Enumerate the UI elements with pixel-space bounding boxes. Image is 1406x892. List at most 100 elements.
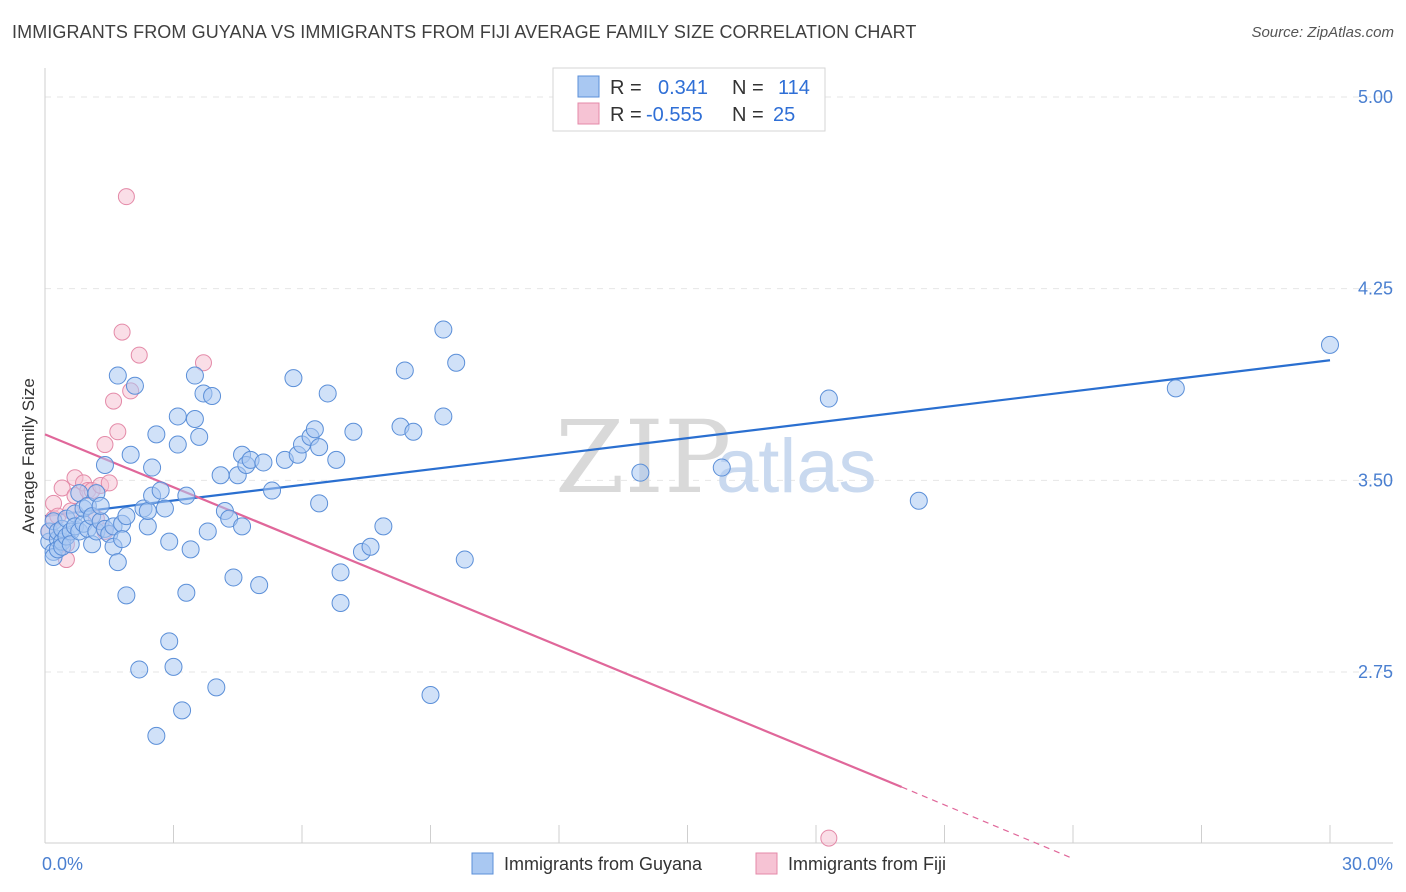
guyana-point	[211, 466, 230, 485]
legend-r-label-guyana: R =	[610, 77, 642, 99]
guyana-point	[160, 632, 179, 651]
guyana-point	[233, 517, 252, 536]
source-label: Source: ZipAtlas.com	[1251, 24, 1394, 41]
guyana-point	[447, 353, 466, 372]
guyana-point	[455, 550, 474, 569]
guyana-point	[125, 376, 144, 395]
guyana-points	[40, 320, 1339, 745]
guyana-point	[327, 450, 346, 469]
correlation-legend: R = 0.341 N = 114 R = -0.555 N = 25	[552, 67, 826, 132]
guyana-point	[61, 535, 80, 554]
legend-swatch-guyana	[577, 75, 600, 98]
fiji-point	[100, 474, 118, 492]
guyana-point	[138, 502, 157, 520]
guyana-point	[361, 537, 380, 556]
guyana-point	[310, 494, 329, 513]
watermark-atlas: atlas	[716, 424, 877, 509]
grid-lines	[45, 96, 1393, 673]
guyana-point	[284, 369, 303, 388]
guyana-point	[164, 657, 183, 676]
guyana-point	[207, 678, 226, 697]
x-tick-label-min: 0.0%	[42, 854, 83, 874]
guyana-point	[138, 517, 157, 536]
legend-n-label-guyana: N =	[732, 77, 764, 99]
legend-n-value-guyana: 114	[778, 77, 810, 99]
trend-line-fiji-extension	[901, 786, 1074, 860]
guyana-point	[318, 384, 337, 403]
guyana-point	[434, 320, 453, 339]
guyana-point	[113, 530, 132, 549]
guyana-point	[181, 540, 200, 559]
guyana-point	[177, 583, 196, 602]
series-label-guyana: Immigrants from Guyana	[504, 854, 703, 874]
guyana-point	[1321, 335, 1339, 354]
guyana-point	[421, 686, 440, 704]
guyana-point	[631, 463, 650, 482]
guyana-point	[173, 701, 192, 720]
guyana-point	[331, 594, 350, 612]
guyana-point	[203, 387, 222, 405]
guyana-point	[95, 456, 114, 474]
guyana-point	[434, 407, 453, 426]
chart-title: IMMIGRANTS FROM GUYANA VS IMMIGRANTS FRO…	[12, 22, 917, 42]
guyana-point	[224, 568, 243, 587]
y-axis-label: Average Family Size	[19, 378, 38, 534]
fiji-point	[130, 346, 148, 364]
guyana-point	[91, 496, 110, 515]
guyana-point	[263, 481, 282, 500]
guyana-point	[909, 491, 928, 510]
fiji-point	[96, 436, 114, 454]
guyana-point	[155, 499, 174, 518]
x-tick-label-max: 30.0%	[1342, 854, 1393, 874]
guyana-point	[151, 481, 170, 500]
legend-n-value-fiji: 25	[773, 104, 795, 126]
guyana-point	[819, 389, 838, 408]
guyana-point	[344, 422, 363, 441]
guyana-point	[130, 660, 149, 679]
trend-line-guyana	[44, 359, 1331, 518]
guyana-point	[1166, 379, 1185, 398]
guyana-point	[117, 586, 136, 605]
fiji-point	[113, 323, 131, 341]
fiji-point	[109, 423, 127, 441]
y-tick-labels: 2.75 3.50 4.25 5.00	[1358, 87, 1393, 682]
fiji-point	[53, 479, 71, 497]
fiji-point	[194, 354, 212, 372]
y-tick-label-2: 4.25	[1358, 279, 1393, 299]
guyana-point	[331, 563, 350, 582]
fiji-point	[117, 188, 135, 206]
guyana-point	[185, 366, 204, 385]
guyana-point	[404, 422, 423, 441]
guyana-point	[121, 445, 140, 464]
watermark-zip: ZIP	[555, 399, 731, 516]
guyana-point	[185, 410, 204, 428]
guyana-point	[147, 726, 166, 745]
guyana-point	[143, 458, 162, 477]
guyana-point	[160, 532, 179, 551]
guyana-point	[168, 407, 187, 426]
axes	[44, 68, 1393, 844]
series-legend: Immigrants from Guyana Immigrants from F…	[471, 852, 946, 875]
guyana-point	[177, 486, 196, 505]
fiji-point	[820, 829, 838, 847]
series-swatch-guyana	[471, 852, 494, 875]
legend-r-label-fiji: R =	[610, 104, 642, 126]
legend-n-label-fiji: N =	[732, 104, 764, 126]
fiji-point	[105, 392, 123, 410]
y-tick-label-1: 3.50	[1358, 470, 1393, 490]
y-tick-label-3: 5.00	[1358, 87, 1393, 107]
guyana-point	[147, 425, 166, 444]
guyana-point	[168, 435, 187, 454]
y-tick-label-0: 2.75	[1358, 662, 1393, 682]
guyana-point	[198, 522, 217, 541]
guyana-point	[305, 420, 324, 439]
guyana-point	[310, 438, 329, 457]
guyana-point	[395, 361, 414, 380]
guyana-point	[117, 507, 136, 526]
guyana-point	[190, 427, 209, 446]
guyana-point	[108, 366, 127, 385]
legend-r-value-guyana: 0.341	[658, 77, 708, 99]
series-swatch-fiji	[755, 852, 778, 875]
series-label-fiji: Immigrants from Fiji	[788, 854, 946, 874]
